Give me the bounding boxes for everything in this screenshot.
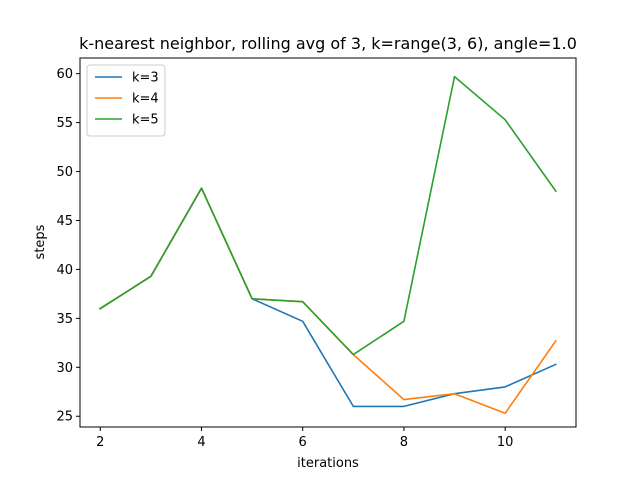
y-tick-label: 40 [56, 263, 73, 278]
legend-label: k=4 [132, 92, 159, 107]
legend-label: k=3 [132, 71, 159, 86]
chart-title: k-nearest neighbor, rolling avg of 3, k=… [79, 34, 577, 53]
plot-lines [99, 75, 557, 415]
x-axis-label: iterations [297, 456, 359, 471]
y-tick-label: 30 [56, 361, 73, 376]
y-tick-label: 55 [56, 116, 73, 131]
x-tick-label: 4 [197, 435, 205, 450]
x-axis: 2 4 6 8 10 [96, 427, 513, 450]
legend-label: k=5 [132, 113, 159, 128]
series-line-k-5 [99, 75, 557, 356]
y-tick-label: 35 [56, 312, 73, 327]
y-tick-label: 60 [56, 67, 73, 82]
y-tick-label: 45 [56, 214, 73, 229]
y-tick-label: 25 [56, 410, 73, 425]
legend: k=3 k=4 k=5 [86, 64, 166, 137]
y-axis: 25 30 35 40 45 50 55 60 [56, 67, 80, 425]
x-tick-label: 8 [400, 435, 408, 450]
y-tick-label: 50 [56, 165, 73, 180]
x-tick-label: 10 [497, 435, 514, 450]
x-tick-label: 2 [96, 435, 104, 450]
plot-area-frame [79, 57, 577, 428]
y-axis-label: steps [33, 224, 48, 259]
x-tick-label: 6 [299, 435, 307, 450]
